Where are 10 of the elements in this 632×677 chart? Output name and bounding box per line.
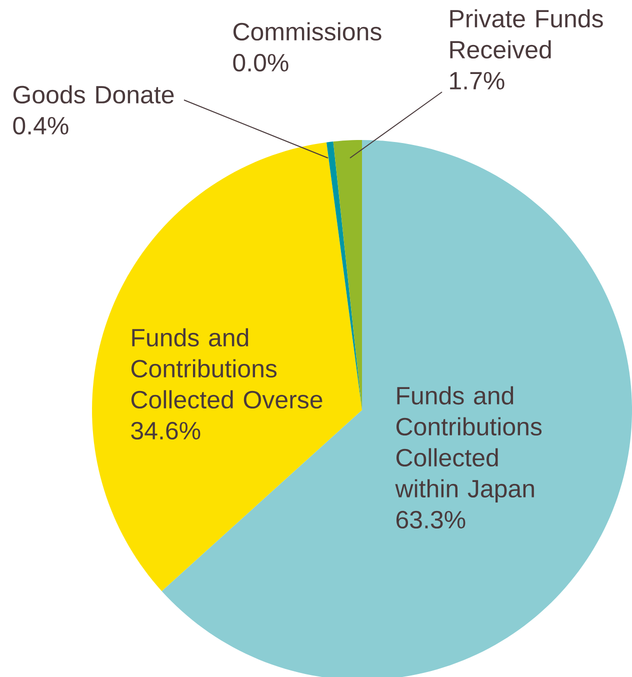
slice-label: Funds and Contributions Collected Overse <box>131 328 322 409</box>
data-label: 34.6% <box>131 422 200 440</box>
category-label: Commissions <box>233 22 382 41</box>
data-label: 1.7% <box>450 72 504 90</box>
data-label: 0.4% <box>13 116 68 135</box>
slice-label: Funds and Contributions Collected within Japan <box>395 386 542 502</box>
slice-label: Private Funds Received <box>450 9 603 59</box>
data-label: 63.3% <box>396 510 466 529</box>
slice-label: Goods Donate <box>13 85 174 104</box>
text: 0.0% <box>233 54 288 72</box>
